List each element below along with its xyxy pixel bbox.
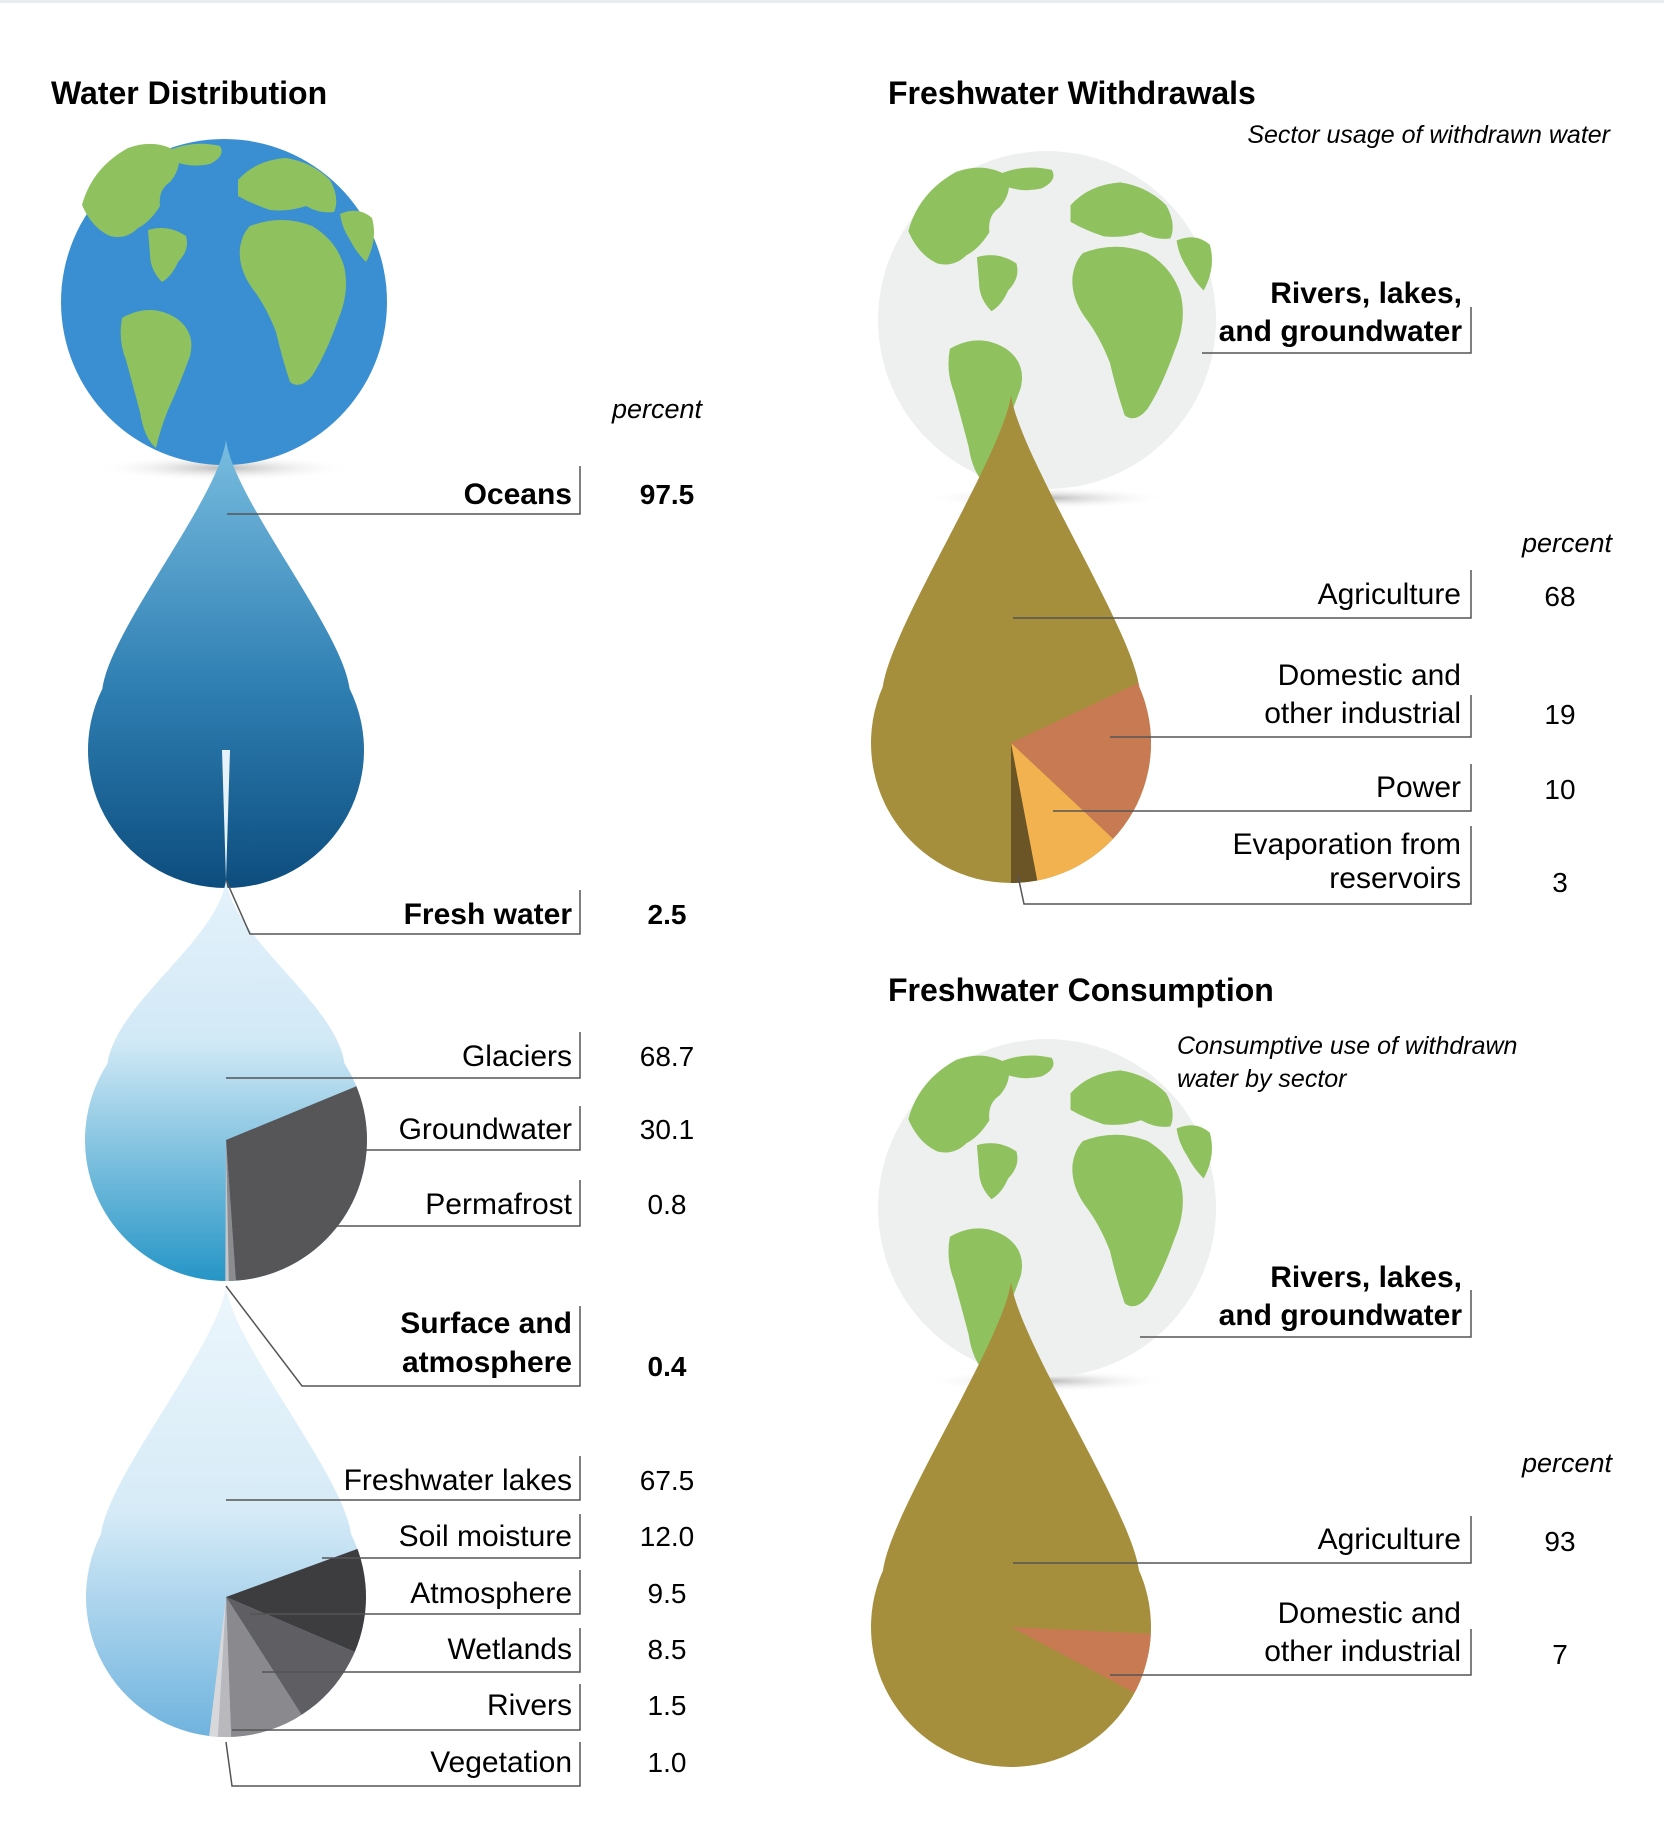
cs-agriculture-leader	[1013, 1516, 1472, 1564]
glaciers-label: Glaciers	[462, 1040, 572, 1073]
withdrawals-title: Freshwater Withdrawals	[888, 75, 1256, 111]
permafrost-label: Permafrost	[425, 1188, 572, 1221]
atmosphere-leader	[250, 1570, 581, 1615]
freshwater-lakes-label: Freshwater lakes	[344, 1464, 572, 1497]
wetlands-label: Wetlands	[447, 1633, 572, 1666]
percent-heading-left: percent	[611, 394, 704, 424]
consumption-subtitle-line1: Consumptive use of withdrawn	[1177, 1032, 1517, 1060]
groundwater-label: Groundwater	[399, 1113, 572, 1146]
power-slice	[1011, 743, 1151, 883]
top-border	[0, 0, 1664, 3]
rivers-leader	[232, 1684, 581, 1731]
wd-agriculture-value: 68	[1544, 581, 1575, 612]
permafrost-value: 0.8	[648, 1189, 687, 1220]
cs-agriculture-label: Agriculture	[1318, 1523, 1461, 1556]
continents	[82, 143, 374, 448]
cs-domestic-value: 7	[1552, 1639, 1568, 1670]
vegetation-label: Vegetation	[430, 1746, 572, 1779]
wd-evaporation-value: 3	[1552, 867, 1568, 898]
fresh-water-leader	[225, 879, 581, 935]
fresh-water-label: Fresh water	[404, 898, 573, 931]
surface-slice	[224, 1140, 231, 1282]
globe-gray-consumption	[878, 1039, 1216, 1392]
wd-power-label: Power	[1376, 771, 1461, 804]
surface-breakdown: Freshwater lakes 67.5 Soil moisture 12.0 Atm…	[225, 1456, 695, 1787]
consumption-source-line2: and groundwater	[1219, 1299, 1463, 1332]
vegetation-slice	[201, 1597, 226, 1738]
pie-withdrawals	[1011, 657, 1151, 883]
oceans-label: Oceans	[464, 478, 572, 511]
wd-domestic-label-line2: other industrial	[1264, 697, 1461, 730]
wd-domestic-value: 19	[1544, 699, 1575, 730]
globe-gray-withdrawals	[878, 151, 1216, 509]
freshwater-lakes-leader	[226, 1456, 581, 1501]
withdrawals-source-leader	[1202, 307, 1472, 354]
percent-heading-withdrawals: percent	[1521, 528, 1614, 558]
withdrawals-source-line2: and groundwater	[1219, 315, 1463, 348]
atmosphere-label: Atmosphere	[410, 1577, 572, 1610]
oceans-value: 97.5	[640, 479, 695, 510]
oceans-leader	[227, 466, 581, 515]
pie-consumption	[1011, 1627, 1151, 1721]
fresh-water-value: 2.5	[648, 899, 687, 930]
wd-domestic-leader	[1110, 695, 1472, 738]
soil-moisture-slice	[226, 1528, 366, 1676]
drop-oceans	[88, 440, 365, 889]
surface-leader	[225, 1285, 581, 1387]
wd-power-value: 10	[1544, 774, 1575, 805]
percent-heading-consumption: percent	[1521, 1448, 1614, 1478]
consumption-source-leader	[1140, 1290, 1472, 1338]
wd-power-leader	[1053, 764, 1472, 812]
wd-agriculture-label: Agriculture	[1318, 578, 1461, 611]
continents	[908, 167, 1212, 484]
cs-domestic-label-line1: Domestic and	[1278, 1597, 1461, 1630]
rivers-value: 1.5	[648, 1690, 687, 1721]
soil-moisture-label: Soil moisture	[399, 1520, 572, 1553]
wetlands-slice	[226, 1597, 335, 1738]
rivers-label: Rivers	[487, 1689, 572, 1722]
vegetation-leader	[225, 1741, 581, 1787]
surface-label-line1: Surface and	[400, 1307, 572, 1340]
groundwater-value: 30.1	[640, 1114, 695, 1145]
fresh-water-sliver	[222, 750, 230, 880]
cs-domestic-leader	[1110, 1629, 1472, 1676]
globe-blue	[61, 139, 387, 481]
groundwater-slice	[226, 1063, 367, 1282]
freshwater-lakes-value: 67.5	[640, 1465, 695, 1496]
consumption-subtitle-line2: water by sector	[1177, 1065, 1348, 1093]
continents	[908, 1055, 1212, 1372]
surface-label-line2: atmosphere	[402, 1346, 572, 1379]
vegetation-value: 1.0	[648, 1747, 687, 1778]
wd-evaporation-label-line2: reservoirs	[1329, 862, 1461, 895]
permafrost-leader	[232, 1180, 581, 1227]
evaporation-slice	[1011, 743, 1049, 883]
soil-moisture-value: 12.0	[640, 1521, 695, 1552]
cs-domestic-label-line2: other industrial	[1264, 1635, 1461, 1668]
withdrawals-source-line1: Rivers, lakes,	[1270, 277, 1462, 310]
permafrost-slice	[226, 1140, 241, 1282]
withdrawals-subtitle: Sector usage of withdrawn water	[1247, 121, 1611, 149]
rivers-slice	[214, 1597, 234, 1738]
domestic-slice	[1011, 1627, 1151, 1721]
glaciers-leader	[226, 1032, 581, 1079]
wd-domestic-label-line1: Domestic and	[1278, 659, 1461, 692]
wd-agriculture-leader	[1013, 570, 1472, 619]
cs-agriculture-value: 93	[1544, 1526, 1575, 1557]
domestic-slice	[1011, 657, 1151, 880]
atmosphere-value: 9.5	[648, 1578, 687, 1609]
glaciers-value: 68.7	[640, 1041, 695, 1072]
surface-value: 0.4	[648, 1351, 687, 1382]
groundwater-leader	[305, 1106, 581, 1151]
distribution-title: Water Distribution	[51, 75, 327, 111]
wetlands-value: 8.5	[648, 1634, 687, 1665]
wetlands-leader	[262, 1628, 581, 1673]
fresh-water-breakdown: Glaciers 68.7 Groundwater 30.1 Permafrost 0.8	[226, 1032, 695, 1227]
wd-evaporation-leader	[1017, 826, 1472, 905]
pie-fresh-water	[224, 1063, 367, 1282]
wd-evaporation-label-line1: Evaporation from	[1233, 828, 1461, 861]
consumption-source-line1: Rivers, lakes,	[1270, 1261, 1462, 1294]
consumption-title: Freshwater Consumption	[888, 972, 1274, 1008]
soil-moisture-leader	[322, 1514, 581, 1559]
